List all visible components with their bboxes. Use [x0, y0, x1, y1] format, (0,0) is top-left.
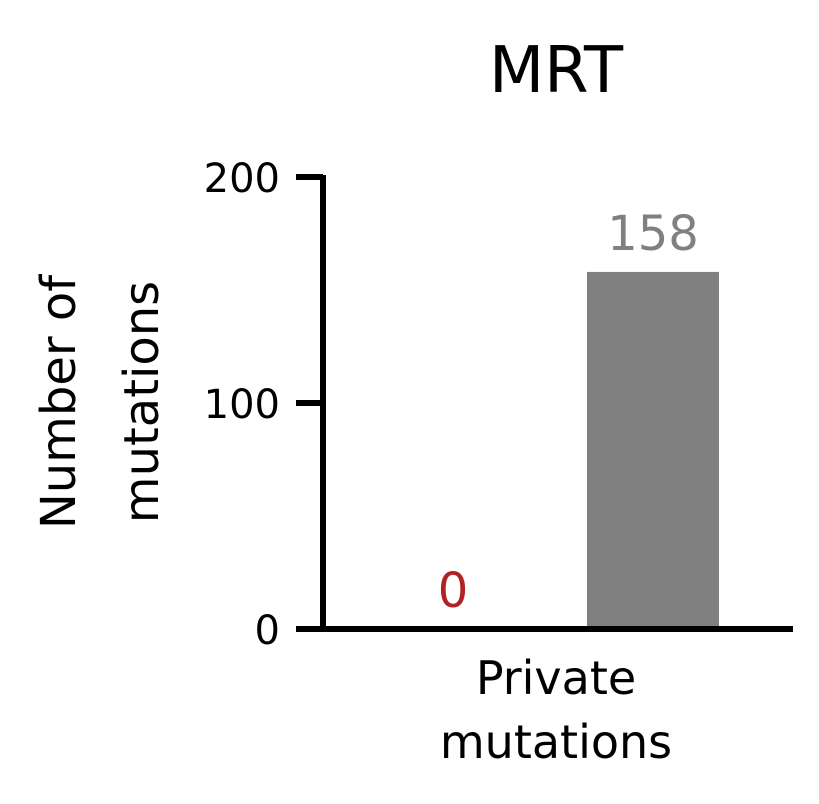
y-tick-label: 200: [204, 156, 280, 202]
x-category-label-line-1: Private: [476, 651, 636, 705]
data-labels-group: 0 158: [438, 206, 699, 619]
y-axis-label-line-2: mutations: [114, 281, 170, 523]
bar-value-label: 0: [438, 563, 469, 619]
bar-value-label: 158: [607, 206, 699, 262]
bar: [587, 271, 719, 629]
chart-title: MRT: [489, 34, 624, 108]
x-category-label-line-2: mutations: [440, 715, 672, 769]
y-axis-ticks: 0 100 200: [204, 156, 323, 654]
y-tick-label: 0: [255, 608, 280, 654]
bars-group: [587, 271, 719, 629]
y-axis-label: Number of mutations: [31, 274, 170, 529]
y-axis-label-line-1: Number of: [31, 274, 87, 529]
y-tick-label: 100: [204, 382, 280, 428]
